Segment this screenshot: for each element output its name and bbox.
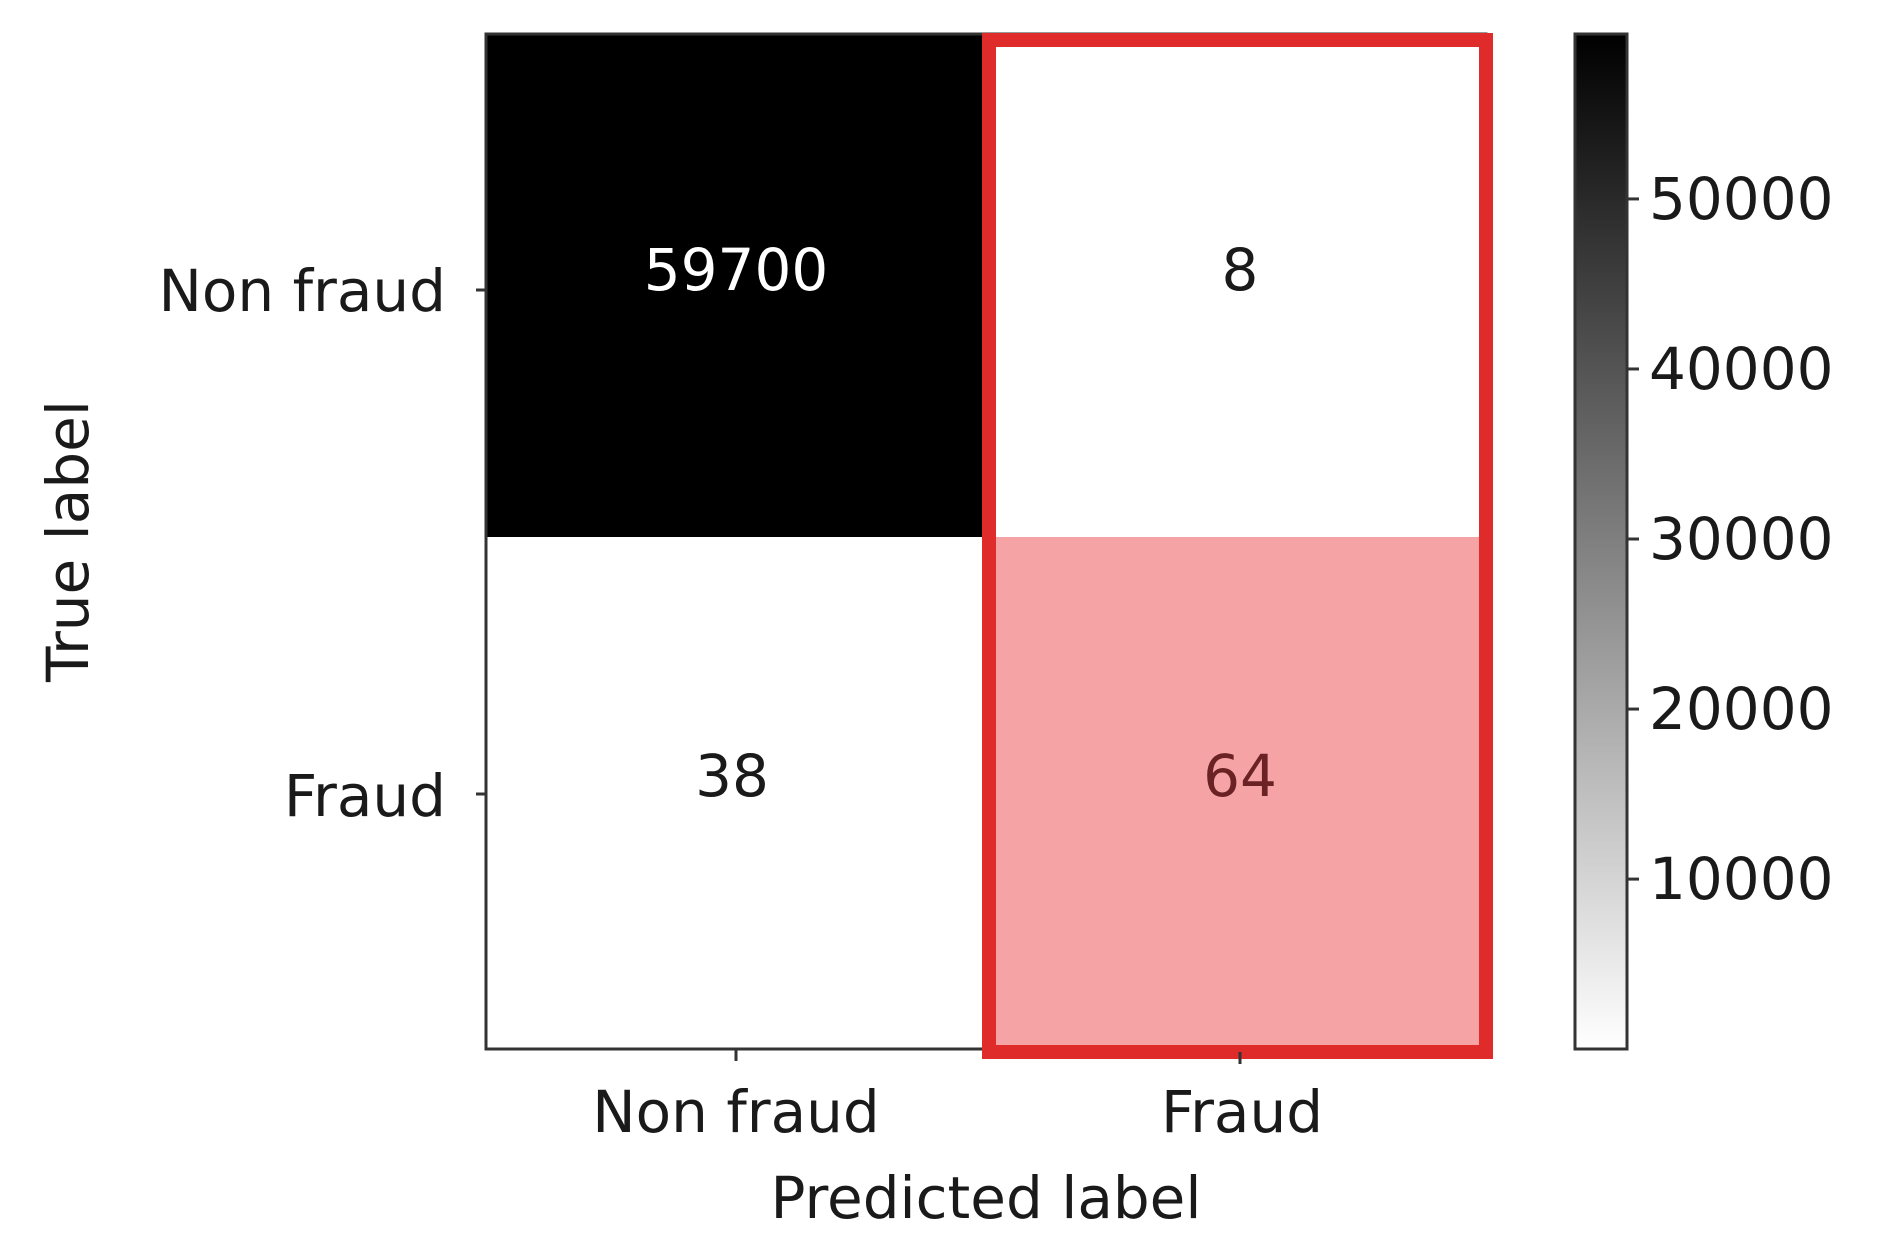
- colorbar-tick-label-50000: 50000: [1649, 165, 1834, 233]
- colorbar-tick-label-10000: 10000: [1649, 845, 1834, 913]
- y-tick-label-non-fraud: Non fraud: [159, 257, 446, 325]
- highlight-box: [982, 33, 1493, 1059]
- cell-label-0-1: 8: [1222, 236, 1259, 304]
- x-tick-label-fraud: Fraud: [1161, 1078, 1323, 1146]
- cell-1-1: [986, 537, 1486, 1049]
- x-axis-title: Predicted label: [771, 1164, 1202, 1232]
- y-axis-title: True label: [34, 400, 102, 683]
- cell-0-0: [486, 34, 986, 537]
- y-tick-label-fraud: Fraud: [284, 762, 446, 830]
- cell-0-1: [986, 34, 1486, 537]
- colorbar-tick-label-20000: 20000: [1649, 675, 1834, 743]
- colorbar-tick-label-30000: 30000: [1649, 505, 1834, 573]
- colorbar-tick-label-40000: 40000: [1649, 335, 1834, 403]
- cell-1-0: [486, 537, 986, 1049]
- cell-label-0-0: 59700: [644, 236, 829, 304]
- cell-label-1-0: 38: [695, 742, 769, 810]
- cell-label-1-1: 64: [1203, 742, 1277, 810]
- colorbar: [1573, 32, 1629, 1051]
- x-tick-label-non-fraud: Non fraud: [592, 1078, 879, 1146]
- colorbar-ticks: 10000 20000 30000 40000 50000: [1627, 165, 1834, 913]
